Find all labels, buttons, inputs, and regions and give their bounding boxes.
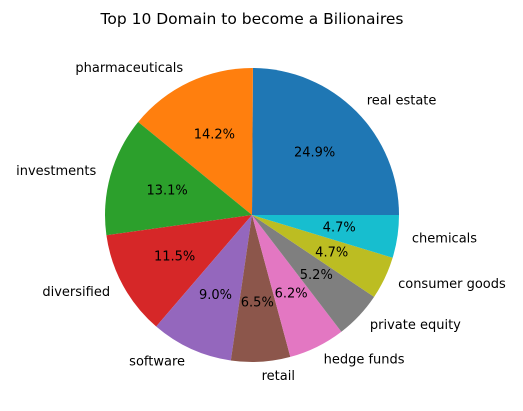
value-label-private-equity: 5.2% [300,268,333,283]
pie-slices [104,68,400,362]
pie-slice-retail [230,215,291,362]
category-label-private-equity: private equity [370,318,461,333]
pie-slice-software [156,215,252,361]
category-label-real-estate: real estate [367,94,437,109]
value-label-pharmaceuticals: 14.2% [194,128,235,143]
value-label-real-estate: 24.9% [294,145,335,160]
value-label-software: 9.0% [199,288,232,303]
pie-slice-diversified [106,215,253,327]
category-label-hedge-funds: hedge funds [324,353,405,368]
value-label-chemicals: 4.7% [323,221,356,236]
value-label-diversified: 11.5% [154,250,195,265]
pie-slice-pharmaceuticals [138,68,253,215]
value-label-consumer-goods: 4.7% [315,245,348,260]
value-label-retail: 6.5% [241,296,274,311]
pie-slice-consumer-goods [252,215,393,297]
category-label-diversified: diversified [42,285,110,300]
category-label-investments: investments [16,164,96,179]
category-label-retail: retail [262,369,295,384]
category-label-pharmaceuticals: pharmaceuticals [75,61,183,76]
value-label-hedge-funds: 6.2% [275,287,308,302]
pie-slice-chemicals [252,215,400,258]
category-label-chemicals: chemicals [412,231,477,246]
pie-slice-investments [104,122,252,236]
pie-slice-private-equity [252,215,375,332]
category-label-consumer-goods: consumer goods [398,277,506,292]
category-label-software: software [129,355,185,370]
pie-slice-hedge-funds [252,215,342,357]
value-label-investments: 13.1% [146,184,187,199]
pie-labels: real estate 24.9% pharmaceuticals 14.2% inve… [16,61,506,384]
chart-title: Top 10 Domain to become a Bilionaires [100,10,404,28]
pie-slice-real-estate [252,68,399,215]
